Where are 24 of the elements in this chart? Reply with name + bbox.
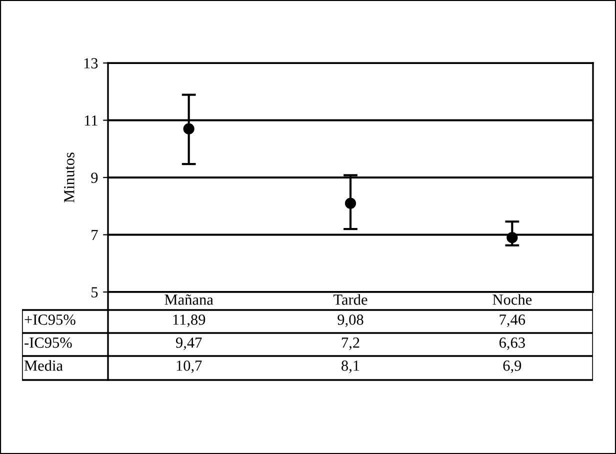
y-tick-label: 5 [92, 287, 98, 298]
y-tick-label: 11 [84, 115, 98, 126]
x-tick-label: Noche [492, 294, 532, 305]
x-tick-label: Mañana [164, 294, 214, 305]
text: 11,89 [173, 314, 206, 328]
y-axis-title: Minutos [64, 152, 74, 203]
point [344, 198, 356, 209]
data-label: 6,9 [503, 360, 522, 374]
point [183, 123, 194, 134]
y-tick-label: 13 [84, 58, 98, 68]
y-tick-label: 7 [92, 230, 98, 240]
text: 7,46 [500, 314, 526, 328]
text: Media [24, 360, 63, 371]
text: 9,47 [176, 338, 202, 350]
text: 9,08 [338, 314, 364, 328]
point [506, 232, 518, 244]
x-tick-label: Tarde [334, 294, 368, 305]
data-label: 8,1 [342, 360, 360, 374]
text: -IC95% [24, 338, 72, 348]
text: 7,2 [342, 338, 360, 350]
text: +IC95% [24, 314, 76, 325]
y-tick-label: 9 [91, 172, 98, 183]
text: 6,63 [499, 338, 525, 350]
data-label: 10,7 [176, 360, 202, 374]
